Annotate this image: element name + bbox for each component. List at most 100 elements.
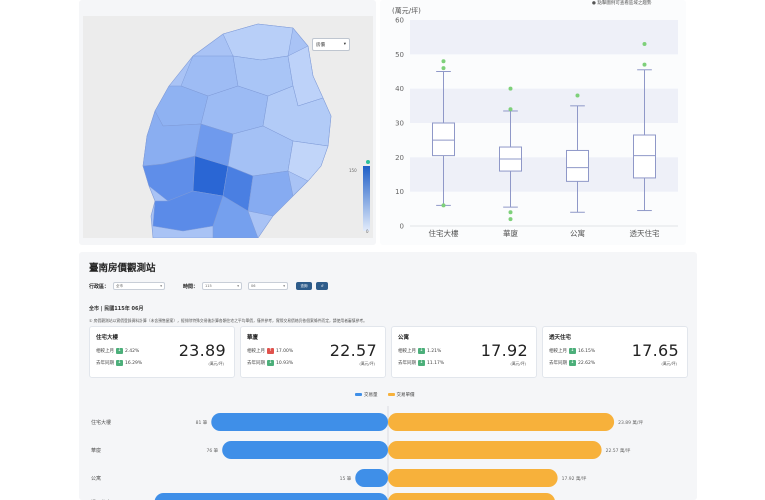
outlier-point [441,203,446,208]
bar-count [222,441,388,459]
mom-value: 16.15% [578,348,596,354]
period-label: 全市 | 民國115年 06月 [89,306,144,312]
grid-band [410,20,678,55]
district-map-panel: 房價 ▾ 150 0 [79,0,376,245]
yoy-value: 11.17% [427,360,445,366]
yoy-value: 16.29% [125,360,143,366]
card-unit: (萬元/坪) [661,361,677,366]
box-iqr [633,134,656,179]
x-tick-label: 住宅大樓 [429,228,459,238]
map-legend-min: 0 [366,229,369,234]
count-data-label: 81 筆 [196,419,208,426]
mom-label: 相較上月 [398,349,416,354]
map-legend-max: 150 [349,168,357,173]
outlier-point [642,42,647,47]
mom-label: 相較上月 [96,349,114,354]
arrow-up-icon: ↑ [267,348,274,354]
arrow-down-icon: ↓ [418,348,425,354]
card-mom-row: 相較上月 ↑ 17.00% [247,348,293,354]
card-yoy-row: 去年同期 ↓ 22.62% [549,360,595,366]
arrow-down-icon: ↓ [116,360,123,366]
price-data-label: 23.89 萬/坪 [618,419,643,426]
district-select[interactable]: 全市 ▾ [113,282,166,290]
card-mom-row: 相較上月 ↓ 16.15% [549,348,595,354]
arrow-down-icon: ↓ [569,348,576,354]
boxplot-chart[interactable]: 0 10 20 30 40 50 60 住宅大樓 華廈 公寓 透天住宅 [380,0,686,245]
x-tick-label: 華廈 [503,228,518,238]
price-dashboard-panel: 臺南房價觀測站 行政區： 全市 ▾ 時間： 115 ▾ 06 ▾ 查詢 ↺ 全市… [79,252,697,500]
reset-button[interactable]: ↺ [316,282,329,290]
yoy-label: 去年同期 [549,361,567,366]
bar-price [388,469,558,487]
outlier-point [441,59,446,64]
card-title: 公寓 [398,335,410,341]
arrow-down-icon: ↓ [569,360,576,366]
outlier-point [508,217,513,222]
year-select[interactable]: 115 ▾ [202,282,243,290]
chevron-down-icon: ▾ [343,42,346,47]
card-mom-row: 相較上月 ↓ 2.42% [96,348,139,354]
grid-band [410,88,678,123]
card-title: 透天住宅 [549,335,572,341]
outlier-point [441,66,446,71]
price-card-residential-building: 住宅大樓 相較上月 ↓ 2.42% 去年同期 ↓ 16.29% 23.89 (萬… [89,326,235,378]
y-tick-label: 0 [400,223,404,231]
bar-count [211,413,388,431]
year-select-value: 115 [205,284,212,288]
yoy-label: 去年同期 [247,361,265,366]
arrow-down-icon: ↓ [418,360,425,366]
legend-dot-icon [366,160,370,164]
outlier-point [508,107,513,112]
dashboard-title: 臺南房價觀測站 [89,263,156,274]
category-label: 住宅大樓 [91,419,111,426]
card-unit: (萬元/坪) [359,361,375,366]
y-tick-label: 40 [395,85,404,93]
arrow-down-icon: ↓ [267,360,274,366]
count-data-label: 15 筆 [340,475,352,482]
bar-count [355,469,388,487]
card-unit: (萬元/坪) [510,361,526,366]
mom-value: 2.42% [125,348,140,354]
yoy-label: 去年同期 [398,361,416,366]
price-card-mansion: 華廈 相較上月 ↑ 17.00% 去年同期 ↓ 10.93% 22.57 (萬元… [240,326,386,378]
butterfly-bar-chart[interactable]: 住宅大樓 81 筆 23.89 萬/坪華廈 76 筆 22.57 萬/坪公寓 15 筆 17… [79,402,697,500]
map-color-legend [363,166,370,231]
district-choropleth-map[interactable] [83,16,373,238]
box-iqr [432,122,455,157]
card-mom-row: 相較上月 ↓ 1.21% [398,348,441,354]
outlier-point [642,62,647,67]
data-notice: ① 房價觀測站以實價登錄資料計算（未含預售屋案），經排除特殊交易後計算各類住宅之… [89,318,367,323]
price-card-apartment: 公寓 相較上月 ↓ 1.21% 去年同期 ↓ 11.17% 17.92 (萬元/… [391,326,537,378]
y-tick-label: 50 [395,51,404,59]
yoy-label: 去年同期 [96,361,114,366]
legend-item-price[interactable]: 交易單價 [387,392,415,398]
month-select[interactable]: 06 ▾ [248,282,289,290]
x-tick-label: 透天住宅 [630,228,660,238]
bar-count [154,493,388,500]
y-tick-label: 60 [395,17,404,25]
card-title: 華廈 [247,335,259,341]
boxplot-panel: ● 點擊圖例可查看區域之趨勢 (萬元/坪) 0 10 20 30 40 50 60 住宅大樓 華… [380,0,686,245]
card-title: 住宅大樓 [96,335,119,341]
price-data-label: 17.92 萬/坪 [562,475,587,482]
outlier-point [508,210,513,215]
chevron-down-icon: ▾ [237,284,240,288]
yoy-value: 10.93% [276,360,294,366]
y-tick-label: 10 [395,188,404,196]
boxplot-unit-label: (萬元/坪) [392,7,421,15]
card-unit: (萬元/坪) [208,361,224,366]
filter-row: 行政區： 全市 ▾ 時間： 115 ▾ 06 ▾ 查詢 ↺ [89,281,329,291]
count-data-label: 76 筆 [207,447,219,454]
map-metric-dropdown[interactable]: 房價 ▾ [312,38,350,51]
legend-item-count[interactable]: 交易量 [355,392,378,398]
card-yoy-row: 去年同期 ↓ 16.29% [96,360,142,366]
bar-price [388,413,615,431]
query-button[interactable]: 查詢 [296,282,313,290]
category-label: 公寓 [91,475,101,482]
arrow-down-icon: ↓ [116,348,123,354]
card-price-value: 17.65 [631,341,679,360]
time-filter-label: 時間： [183,283,199,290]
mom-value: 17.00% [276,348,294,354]
x-tick-label: 公寓 [570,228,585,238]
y-tick-label: 20 [395,154,404,162]
